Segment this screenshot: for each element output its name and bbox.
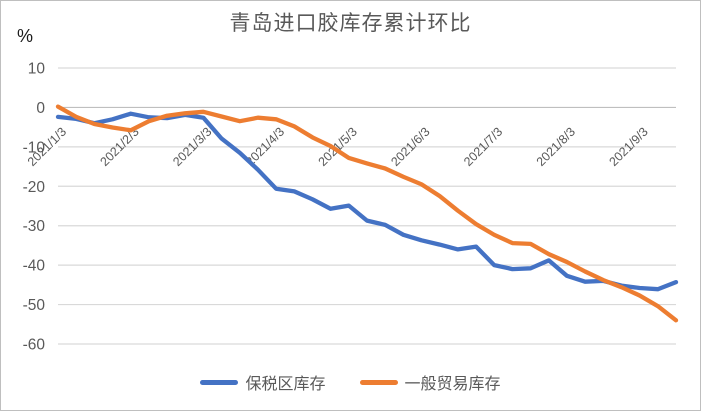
y-tick-label: -40 xyxy=(23,258,46,275)
y-tick-label: -50 xyxy=(23,297,46,314)
y-tick-label: -20 xyxy=(23,179,46,196)
series-line-bonded-zone xyxy=(55,111,679,292)
y-tick-label: 0 xyxy=(36,100,45,117)
bonded-zone-line-swatch xyxy=(200,379,239,385)
chart-title: 青岛进口胶库存累计环比 xyxy=(229,12,472,35)
chart-legend: 保税区库存 一般贸易库存 xyxy=(1,370,700,394)
legend-label-general-trade: 一般贸易库存 xyxy=(404,376,501,393)
y-axis-unit-label: % xyxy=(17,26,34,46)
legend-label-bonded-zone: 保税区库存 xyxy=(245,376,326,393)
general-trade-line-swatch xyxy=(359,379,398,385)
legend-item-general-trade: 一般贸易库存 xyxy=(359,370,501,394)
legend-item-bonded-zone: 保税区库存 xyxy=(200,370,326,394)
y-tick-label: -10 xyxy=(23,139,46,156)
series-line-general-trade xyxy=(55,104,679,323)
y-tick-label: -30 xyxy=(23,218,46,235)
y-tick-label: -60 xyxy=(23,337,46,354)
y-tick-label: 10 xyxy=(28,61,46,78)
